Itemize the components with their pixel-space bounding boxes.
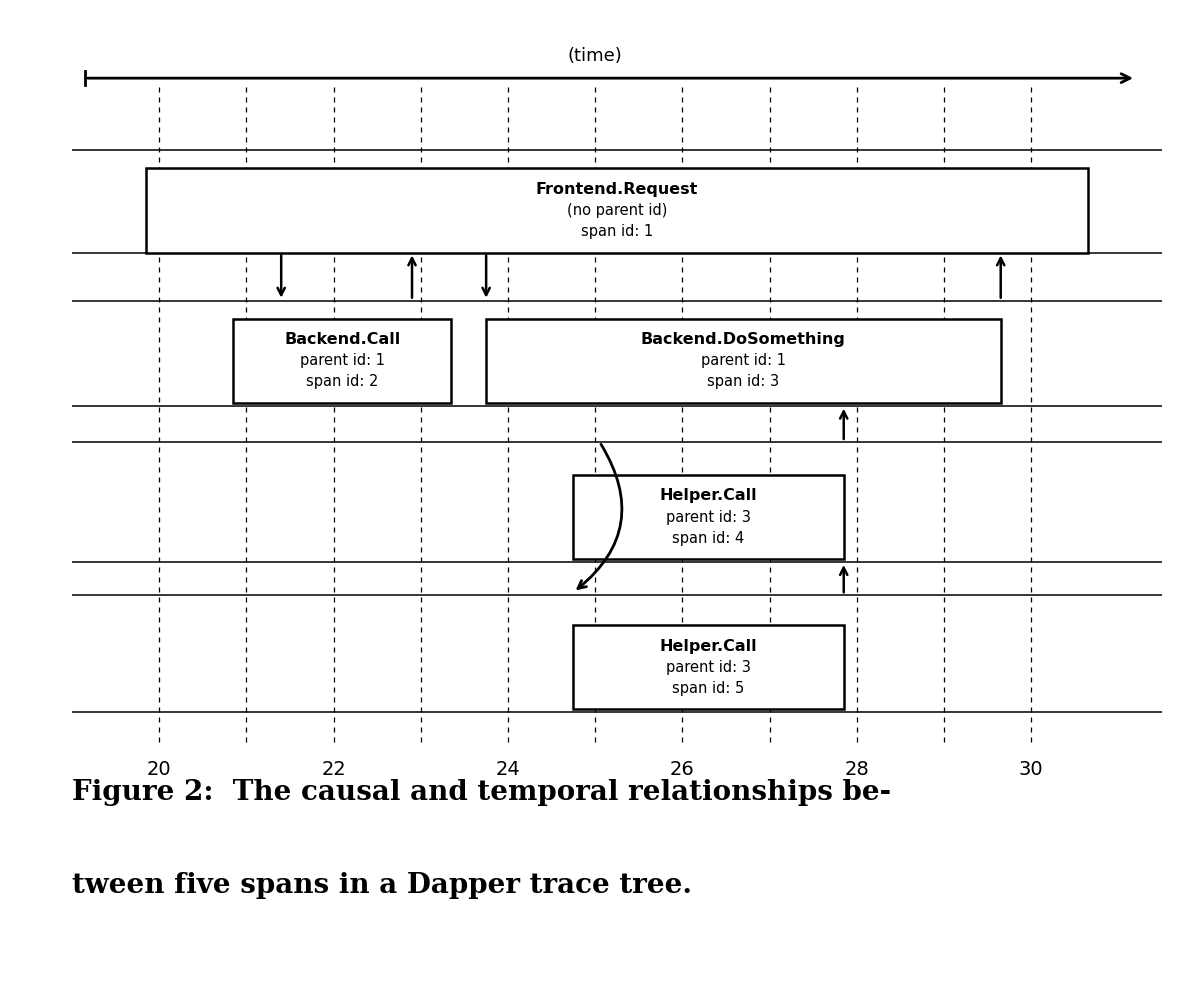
Text: Backend.Call: Backend.Call — [284, 333, 400, 347]
Text: (no parent id): (no parent id) — [567, 203, 667, 217]
Bar — [234, 319, 452, 403]
Bar — [486, 319, 1000, 403]
Text: parent id: 3: parent id: 3 — [666, 510, 751, 524]
Text: tween five spans in a Dapper trace tree.: tween five spans in a Dapper trace tree. — [72, 872, 692, 899]
Bar — [146, 168, 1088, 253]
Text: Helper.Call: Helper.Call — [660, 489, 757, 503]
Text: span id: 2: span id: 2 — [305, 375, 379, 389]
Text: span id: 3: span id: 3 — [707, 375, 780, 389]
Text: Helper.Call: Helper.Call — [660, 639, 757, 653]
Bar — [574, 625, 843, 709]
Text: parent id: 1: parent id: 1 — [300, 354, 385, 368]
Bar — [574, 475, 843, 559]
Text: Figure 2:  The causal and temporal relationships be-: Figure 2: The causal and temporal relati… — [72, 780, 891, 807]
Text: Frontend.Request: Frontend.Request — [536, 182, 698, 196]
Text: parent id: 3: parent id: 3 — [666, 660, 751, 674]
FancyArrowPatch shape — [577, 444, 622, 588]
Text: span id: 5: span id: 5 — [672, 681, 745, 695]
Text: span id: 4: span id: 4 — [672, 531, 745, 545]
Text: span id: 1: span id: 1 — [581, 224, 653, 238]
Text: Backend.DoSomething: Backend.DoSomething — [641, 333, 846, 347]
Text: (time): (time) — [568, 47, 623, 65]
Text: parent id: 1: parent id: 1 — [701, 354, 786, 368]
